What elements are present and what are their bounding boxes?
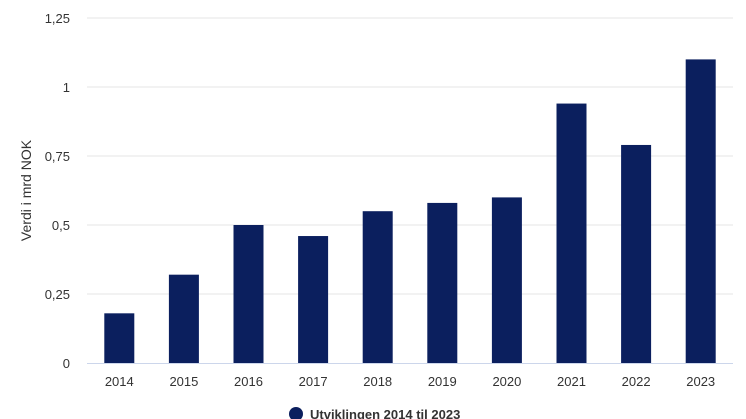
y-tick-label: 0,75	[45, 149, 70, 164]
bar-2018[interactable]	[362, 211, 393, 363]
bar-2016[interactable]	[233, 225, 264, 363]
bar-2014[interactable]	[104, 313, 135, 363]
x-tick-label: 2019	[428, 374, 457, 389]
x-tick-label: 2021	[557, 374, 586, 389]
bar-2022[interactable]	[621, 144, 652, 363]
bar-2017[interactable]	[298, 236, 329, 363]
y-tick-label: 0,25	[45, 287, 70, 302]
legend[interactable]: Utviklingen 2014 til 2023	[289, 407, 460, 419]
x-tick-label: 2016	[234, 374, 263, 389]
y-tick-label: 1	[63, 80, 70, 95]
x-tick-label: 2015	[169, 374, 198, 389]
y-axis-ticks: 0 0,25 0,5 0,75 1 1,25	[45, 11, 70, 371]
y-tick-label: 1,25	[45, 11, 70, 26]
legend-marker	[289, 407, 303, 419]
x-tick-label: 2014	[105, 374, 134, 389]
y-axis-title: Verdi i mrd NOK	[18, 139, 34, 241]
x-tick-label: 2017	[299, 374, 328, 389]
y-tick-label: 0	[63, 356, 70, 371]
x-tick-label: 2020	[492, 374, 521, 389]
x-tick-label: 2022	[622, 374, 651, 389]
bar-2020[interactable]	[491, 197, 522, 363]
x-tick-label: 2023	[686, 374, 715, 389]
legend-label: Utviklingen 2014 til 2023	[310, 407, 460, 419]
x-axis-ticks: 2014 2015 2016 2017 2018 2019 2020 2021 2022 2023	[105, 374, 715, 389]
bars	[104, 59, 716, 364]
y-tick-label: 0,5	[52, 218, 70, 233]
bar-2023[interactable]	[685, 59, 716, 364]
x-tick-label: 2018	[363, 374, 392, 389]
bar-2015[interactable]	[168, 274, 199, 363]
bar-2021[interactable]	[556, 103, 587, 363]
bar-2019[interactable]	[427, 202, 458, 363]
